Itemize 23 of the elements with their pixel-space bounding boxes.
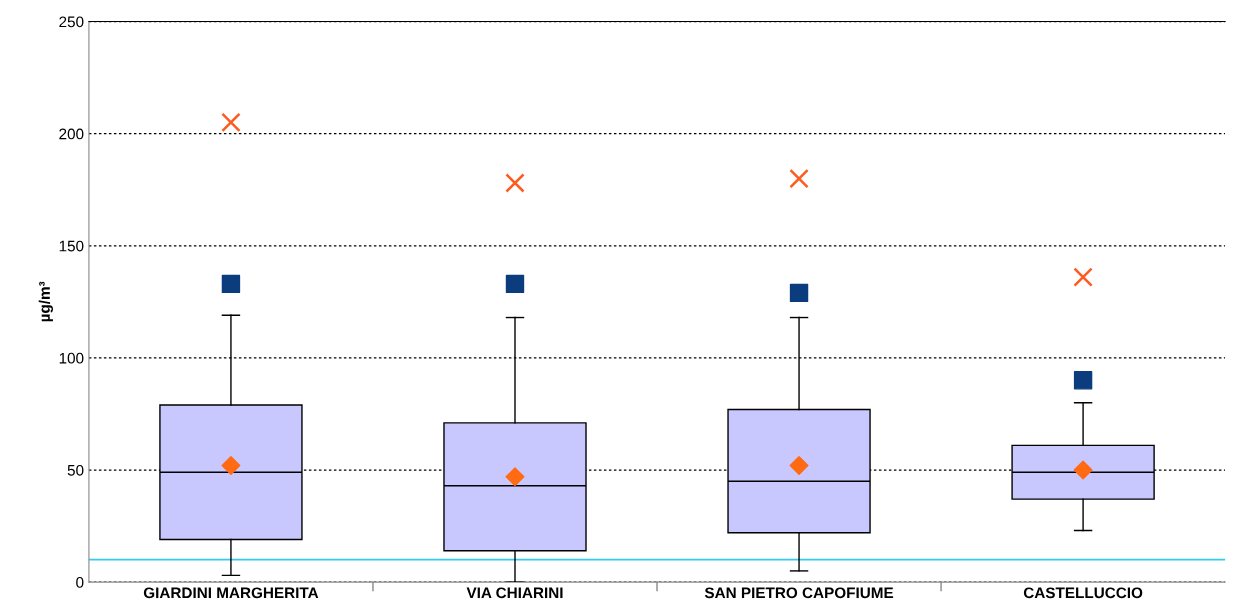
point: [789, 283, 809, 303]
x-tick-label: VIA CHIARINI: [466, 587, 563, 599]
point: [505, 467, 525, 487]
point: [221, 274, 241, 294]
point: [1073, 267, 1093, 287]
y-tick-label: 100: [59, 352, 84, 364]
y-axis-title: µg/m³: [38, 281, 54, 322]
point: [1073, 371, 1093, 390]
point: [505, 274, 525, 294]
point: [505, 173, 525, 193]
x-tick-label: SAN PIETRO CAPOFIUME: [704, 587, 894, 599]
y-tick-label: 50: [67, 464, 84, 476]
point: [789, 456, 809, 476]
x-tick-label: CASTELLUCCIO: [1023, 587, 1143, 599]
y-tick-label: 200: [59, 128, 84, 140]
x-tick-label: GIARDINI MARGHERITA: [143, 587, 319, 599]
y-tick-label: 0: [76, 576, 84, 588]
point: [1073, 460, 1093, 480]
y-tick-label: 150: [59, 240, 84, 252]
point: [789, 168, 809, 189]
point: [221, 112, 241, 133]
point: [221, 456, 241, 476]
y-tick-label: 250: [59, 16, 84, 28]
